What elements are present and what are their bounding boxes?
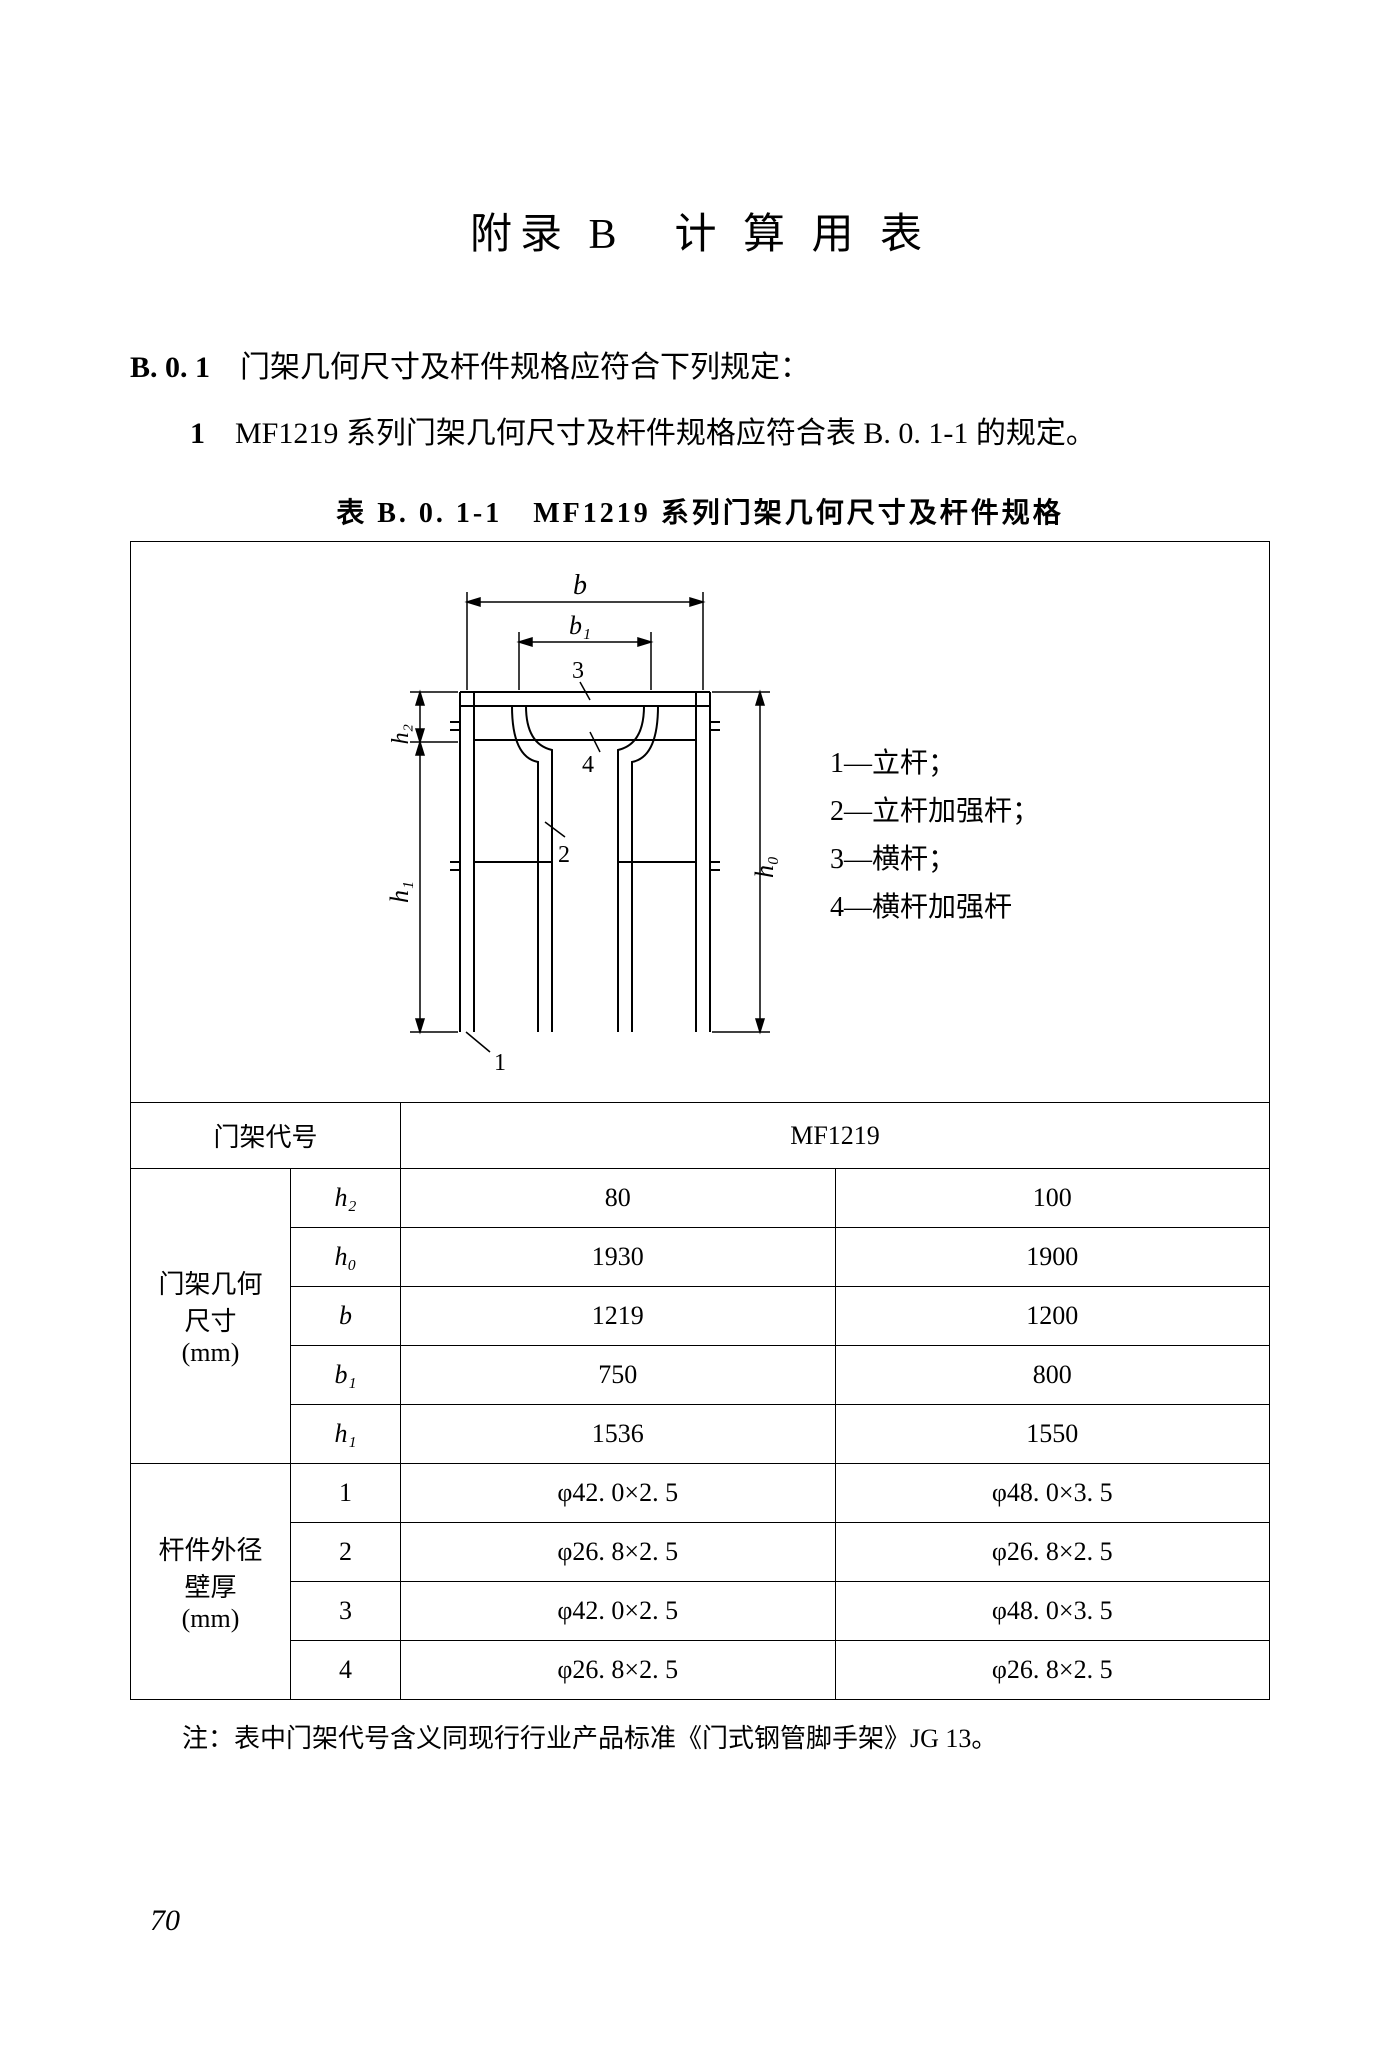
dim-h0: h₀ bbox=[750, 856, 779, 878]
dim-b: b bbox=[573, 570, 587, 601]
diagram-cell: b b₁ h₂ bbox=[131, 542, 1270, 1103]
svg-text:3: 3 bbox=[572, 658, 584, 684]
table-caption: 表 B. 0. 1-1 MF1219 系列门架几何尺寸及杆件规格 bbox=[130, 491, 1270, 531]
r0-sym: h₂ bbox=[291, 1169, 401, 1228]
r7-v1: φ42. 0×2. 5 bbox=[401, 1582, 836, 1641]
table-row: 2 φ26. 8×2. 5 φ26. 8×2. 5 bbox=[131, 1523, 1270, 1582]
table-row: 杆件外径壁厚(mm) 1 φ42. 0×2. 5 φ48. 0×3. 5 bbox=[131, 1464, 1270, 1523]
table-row: 门架几何尺寸(mm) h₂ 80 100 bbox=[131, 1169, 1270, 1228]
table-row: b₁ 750 800 bbox=[131, 1346, 1270, 1405]
r0-v2: 100 bbox=[835, 1169, 1270, 1228]
r1-v2: 1900 bbox=[835, 1228, 1270, 1287]
r3-v2: 800 bbox=[835, 1346, 1270, 1405]
section-text: 门架几何尺寸及杆件规格应符合下列规定： bbox=[210, 351, 810, 384]
group1-label: 门架几何尺寸(mm) bbox=[131, 1169, 291, 1464]
page-title: 附录 B 计 算 用 表 bbox=[130, 200, 1270, 261]
r5-v1: φ42. 0×2. 5 bbox=[401, 1464, 836, 1523]
dim-h2: h₂ bbox=[388, 724, 414, 744]
r8-sym: 4 bbox=[291, 1641, 401, 1700]
svg-text:1: 1 bbox=[494, 1050, 506, 1076]
dim-h1: h₁ bbox=[385, 881, 414, 903]
table-row: h₁ 1536 1550 bbox=[131, 1405, 1270, 1464]
r7-sym: 3 bbox=[291, 1582, 401, 1641]
legend-1: 1—立杆； bbox=[830, 747, 956, 779]
r2-v1: 1219 bbox=[401, 1287, 836, 1346]
r4-v1: 1536 bbox=[401, 1405, 836, 1464]
item-1-label: 1 bbox=[190, 417, 205, 450]
r8-v2: φ26. 8×2. 5 bbox=[835, 1641, 1270, 1700]
r4-sym: h₁ bbox=[291, 1405, 401, 1464]
r3-v1: 750 bbox=[401, 1346, 836, 1405]
legend-2: 2—立杆加强杆； bbox=[830, 795, 1040, 827]
r8-v1: φ26. 8×2. 5 bbox=[401, 1641, 836, 1700]
r1-v1: 1930 bbox=[401, 1228, 836, 1287]
r4-v2: 1550 bbox=[835, 1405, 1270, 1464]
r6-v1: φ26. 8×2. 5 bbox=[401, 1523, 836, 1582]
section-heading: B. 0. 1 门架几何尺寸及杆件规格应符合下列规定： bbox=[130, 341, 1270, 395]
r0-v1: 80 bbox=[401, 1169, 836, 1228]
r2-sym: b bbox=[291, 1287, 401, 1346]
page-number: 70 bbox=[150, 1904, 180, 1938]
r5-sym: 1 bbox=[291, 1464, 401, 1523]
r7-v2: φ48. 0×3. 5 bbox=[835, 1582, 1270, 1641]
r5-v2: φ48. 0×3. 5 bbox=[835, 1464, 1270, 1523]
section-label: B. 0. 1 bbox=[130, 351, 210, 384]
r6-sym: 2 bbox=[291, 1523, 401, 1582]
table-row: h₀ 1930 1900 bbox=[131, 1228, 1270, 1287]
header-col1: 门架代号 bbox=[131, 1103, 401, 1169]
legend-4: 4—横杆加强杆 bbox=[830, 891, 1012, 923]
header-col2: MF1219 bbox=[401, 1103, 1270, 1169]
table-note: 注：表中门架代号含义同现行行业产品标准《门式钢管脚手架》JG 13。 bbox=[130, 1718, 1270, 1760]
r6-v2: φ26. 8×2. 5 bbox=[835, 1523, 1270, 1582]
header-row: 门架代号 MF1219 bbox=[131, 1103, 1270, 1169]
table-row: 4 φ26. 8×2. 5 φ26. 8×2. 5 bbox=[131, 1641, 1270, 1700]
legend-3: 3—横杆； bbox=[830, 843, 956, 875]
group2-label: 杆件外径壁厚(mm) bbox=[131, 1464, 291, 1700]
frame-diagram: b b₁ h₂ bbox=[290, 562, 1110, 1082]
table-row: 3 φ42. 0×2. 5 φ48. 0×3. 5 bbox=[131, 1582, 1270, 1641]
r3-sym: b₁ bbox=[291, 1346, 401, 1405]
dim-b1: b₁ bbox=[569, 611, 591, 640]
spec-table: b b₁ h₂ bbox=[130, 541, 1270, 1700]
table-row: b 1219 1200 bbox=[131, 1287, 1270, 1346]
item-1: 1 MF1219 系列门架几何尺寸及杆件规格应符合表 B. 0. 1-1 的规定… bbox=[130, 407, 1270, 461]
r2-v2: 1200 bbox=[835, 1287, 1270, 1346]
svg-text:4: 4 bbox=[582, 752, 594, 778]
item-1-text: MF1219 系列门架几何尺寸及杆件规格应符合表 B. 0. 1-1 的规定。 bbox=[205, 417, 1096, 450]
svg-text:2: 2 bbox=[558, 842, 570, 868]
r1-sym: h₀ bbox=[291, 1228, 401, 1287]
